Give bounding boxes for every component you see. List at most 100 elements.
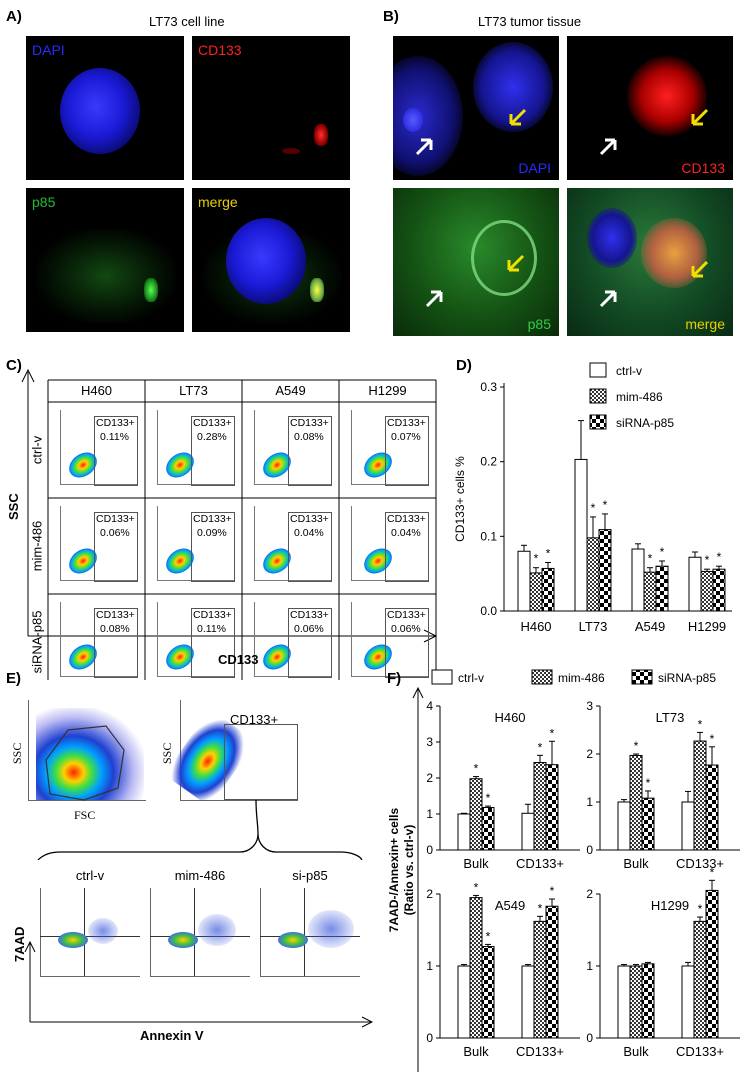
annexin-plot	[150, 888, 250, 978]
panel-a-cd133-image: CD133	[192, 36, 350, 180]
cell-population-blob	[278, 932, 308, 948]
cd133-gate-box	[288, 416, 332, 486]
x-category-label: H1299	[688, 619, 726, 634]
panel-d-letter: D)	[456, 357, 472, 374]
panel-b-cd133-image: CD133	[567, 36, 733, 180]
gate-percentage: 0.11%	[197, 623, 226, 635]
panel-f-arrowhead	[412, 686, 424, 699]
significance-star: *	[486, 791, 491, 805]
cd133-gate-box	[191, 416, 235, 486]
gate-percentage: 0.04%	[294, 527, 324, 539]
bar	[641, 797, 655, 851]
gate-outline	[45, 725, 125, 801]
bar	[655, 565, 669, 612]
yellow-arrow-icon	[509, 108, 527, 126]
condition-label: ctrl-v	[75, 868, 105, 883]
bar	[705, 889, 719, 1039]
subplot-title: LT73	[656, 710, 685, 725]
significance-star: *	[603, 498, 608, 512]
bar	[629, 754, 643, 851]
panel-f-letter: F)	[387, 670, 402, 687]
bar	[617, 801, 631, 851]
plot-x-axis	[60, 676, 138, 677]
significance-star: *	[474, 880, 479, 894]
flow-cytometry-plot: CD133+ 0.06%	[250, 602, 332, 682]
plot-y-axis	[40, 888, 41, 976]
x-category-label: Bulk	[463, 1044, 489, 1059]
significance-star: *	[634, 739, 639, 753]
cell-population-blob	[58, 932, 88, 948]
plot-y-axis	[60, 410, 61, 484]
y-tick-label: 1	[586, 959, 593, 973]
annexin-plot	[40, 888, 140, 978]
panel-c-col-header: A549	[275, 383, 306, 398]
legend-label: siRNA-p85	[616, 416, 674, 430]
panel-a-letter: A)	[6, 8, 22, 25]
bar	[705, 764, 719, 851]
bar	[631, 548, 645, 612]
significance-star: *	[717, 550, 722, 564]
ssc-label: SSC	[10, 742, 24, 764]
panel-c-flow-grid: H460 LT73 A549 H1299 ctrl-v mim-486 siRNA-p85 C…	[0, 0, 440, 680]
brace-connector	[37, 800, 363, 860]
panel-b-p85-image: p85	[393, 188, 559, 336]
plot-y-axis	[351, 506, 352, 580]
bar	[586, 537, 600, 612]
bar	[541, 567, 555, 612]
significance-star: *	[698, 717, 703, 731]
flow-cytometry-plot: CD133+ 0.06%	[347, 602, 429, 682]
y-tick-label: 0.3	[480, 380, 497, 394]
y-tick-label: 1	[426, 807, 433, 821]
significance-star: *	[550, 884, 555, 898]
panel-c-grid-lines	[21, 368, 438, 680]
x-category-label: CD133+	[516, 856, 564, 871]
bar	[629, 965, 643, 1039]
gate-label: CD133+	[387, 609, 426, 621]
flow-cytometry-plot: CD133+ 0.07%	[347, 410, 429, 490]
fsc-label: FSC	[74, 808, 96, 822]
panel-a-p85-image: p85	[26, 188, 184, 332]
flow-cytometry-plot: CD133+ 0.08%	[250, 410, 332, 490]
y-tick-label: 0	[586, 1031, 593, 1045]
panel-c-col-header: H460	[80, 383, 113, 398]
gate-percentage: 0.11%	[100, 431, 129, 443]
x-category-label: CD133+	[516, 1044, 564, 1059]
panel-b-merge-label: merge	[685, 316, 725, 332]
significance-star: *	[660, 545, 665, 559]
subplot-title: A549	[495, 898, 525, 913]
flow-cytometry-plot: CD133+ 0.04%	[250, 506, 332, 586]
y-tick-label: 0.1	[480, 529, 497, 543]
panel-a-p85-label: p85	[32, 194, 56, 210]
subplot-title: H1299	[651, 898, 689, 913]
white-arrow-icon	[415, 138, 433, 156]
yellow-arrow-icon	[691, 260, 709, 278]
gate-label: CD133+	[290, 513, 329, 525]
cd133-gate-box	[191, 608, 235, 678]
significance-star: *	[698, 902, 703, 916]
legend-swatch	[589, 388, 607, 404]
bar	[641, 963, 655, 1039]
apoptotic-scatter	[198, 914, 236, 946]
x-category-label: CD133+	[676, 1044, 724, 1059]
panel-b-letter: B)	[383, 8, 399, 25]
bar	[700, 570, 714, 612]
gate-percentage: 0.28%	[197, 431, 227, 443]
gate-label: CD133+	[193, 513, 232, 525]
bar	[712, 568, 726, 612]
significance-star: *	[710, 865, 715, 879]
panel-b-title: LT73 tumor tissue	[478, 14, 582, 29]
gate-percentage: 0.08%	[294, 431, 324, 443]
panel-c-col-header: LT73	[179, 383, 208, 398]
panel-d-bar-chart: 0.0 0.1 0.2 0.3 CD133+ cells % * * H460 * * LT73 * *…	[453, 362, 732, 634]
gate-percentage: 0.06%	[391, 623, 421, 635]
condition-label: mim-486	[174, 868, 226, 883]
significance-star: *	[705, 553, 710, 567]
plot-y-axis	[157, 410, 158, 484]
fsc-ssc-plot	[28, 700, 146, 806]
panel-e-flow-plots: SSC FSC CD133+ SSC ctrl-v mim-486 si-p85 7AAD An…	[10, 700, 374, 1043]
plot-y-axis	[157, 602, 158, 676]
plot-y-axis	[60, 602, 61, 676]
significance-star: *	[474, 762, 479, 776]
plot-y-axis	[60, 506, 61, 580]
panel-c-y-arrowhead	[21, 368, 35, 383]
